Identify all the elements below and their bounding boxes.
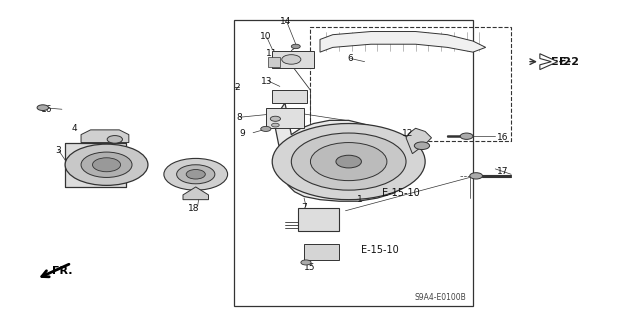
Circle shape — [414, 142, 429, 149]
Circle shape — [291, 44, 300, 49]
Text: 3: 3 — [56, 146, 61, 155]
Text: 10: 10 — [259, 32, 271, 41]
Text: 16: 16 — [497, 133, 508, 142]
Circle shape — [460, 133, 473, 140]
Circle shape — [336, 155, 362, 168]
Bar — [266, 108, 304, 128]
Text: 9: 9 — [240, 130, 246, 139]
Circle shape — [270, 116, 280, 121]
Polygon shape — [320, 32, 486, 52]
Bar — [234, 20, 473, 306]
Text: FR.: FR. — [52, 266, 73, 276]
Bar — [268, 57, 280, 67]
Bar — [298, 208, 339, 231]
Polygon shape — [275, 103, 412, 201]
Text: E-2: E-2 — [559, 57, 579, 67]
Text: 17: 17 — [497, 167, 508, 176]
Text: 16: 16 — [41, 105, 52, 114]
Polygon shape — [81, 130, 129, 142]
Circle shape — [186, 170, 205, 179]
Text: 15: 15 — [304, 263, 316, 272]
Text: 18: 18 — [188, 204, 200, 213]
Text: 7: 7 — [301, 203, 307, 212]
Text: 2: 2 — [234, 83, 239, 92]
Bar — [310, 27, 511, 141]
Circle shape — [107, 136, 122, 143]
Bar — [272, 90, 307, 103]
Circle shape — [93, 158, 120, 172]
Circle shape — [301, 260, 311, 265]
Text: 6: 6 — [348, 54, 353, 63]
Text: E-15-10: E-15-10 — [383, 188, 420, 198]
Text: E-15-10: E-15-10 — [362, 245, 399, 255]
Circle shape — [291, 133, 406, 190]
Circle shape — [37, 105, 49, 110]
Text: 12: 12 — [401, 130, 413, 139]
Bar — [65, 142, 125, 187]
Circle shape — [177, 165, 215, 184]
Text: 13: 13 — [261, 77, 273, 86]
Text: S9A4-E0100B: S9A4-E0100B — [414, 293, 466, 302]
Text: 1: 1 — [357, 195, 363, 204]
Bar — [272, 51, 314, 68]
Circle shape — [260, 126, 271, 132]
Circle shape — [271, 123, 279, 127]
Circle shape — [65, 144, 148, 185]
Polygon shape — [183, 187, 209, 200]
Circle shape — [81, 152, 132, 178]
Circle shape — [164, 158, 228, 190]
Text: 11: 11 — [266, 49, 277, 58]
Circle shape — [310, 142, 387, 180]
Text: E-2: E-2 — [550, 57, 571, 67]
Polygon shape — [406, 128, 431, 154]
Text: 14: 14 — [280, 17, 291, 26]
Circle shape — [470, 173, 483, 179]
Bar — [304, 244, 339, 260]
Text: 4: 4 — [72, 124, 77, 133]
Circle shape — [272, 124, 425, 200]
Polygon shape — [540, 54, 557, 69]
Text: 8: 8 — [236, 113, 242, 122]
Circle shape — [282, 55, 301, 64]
